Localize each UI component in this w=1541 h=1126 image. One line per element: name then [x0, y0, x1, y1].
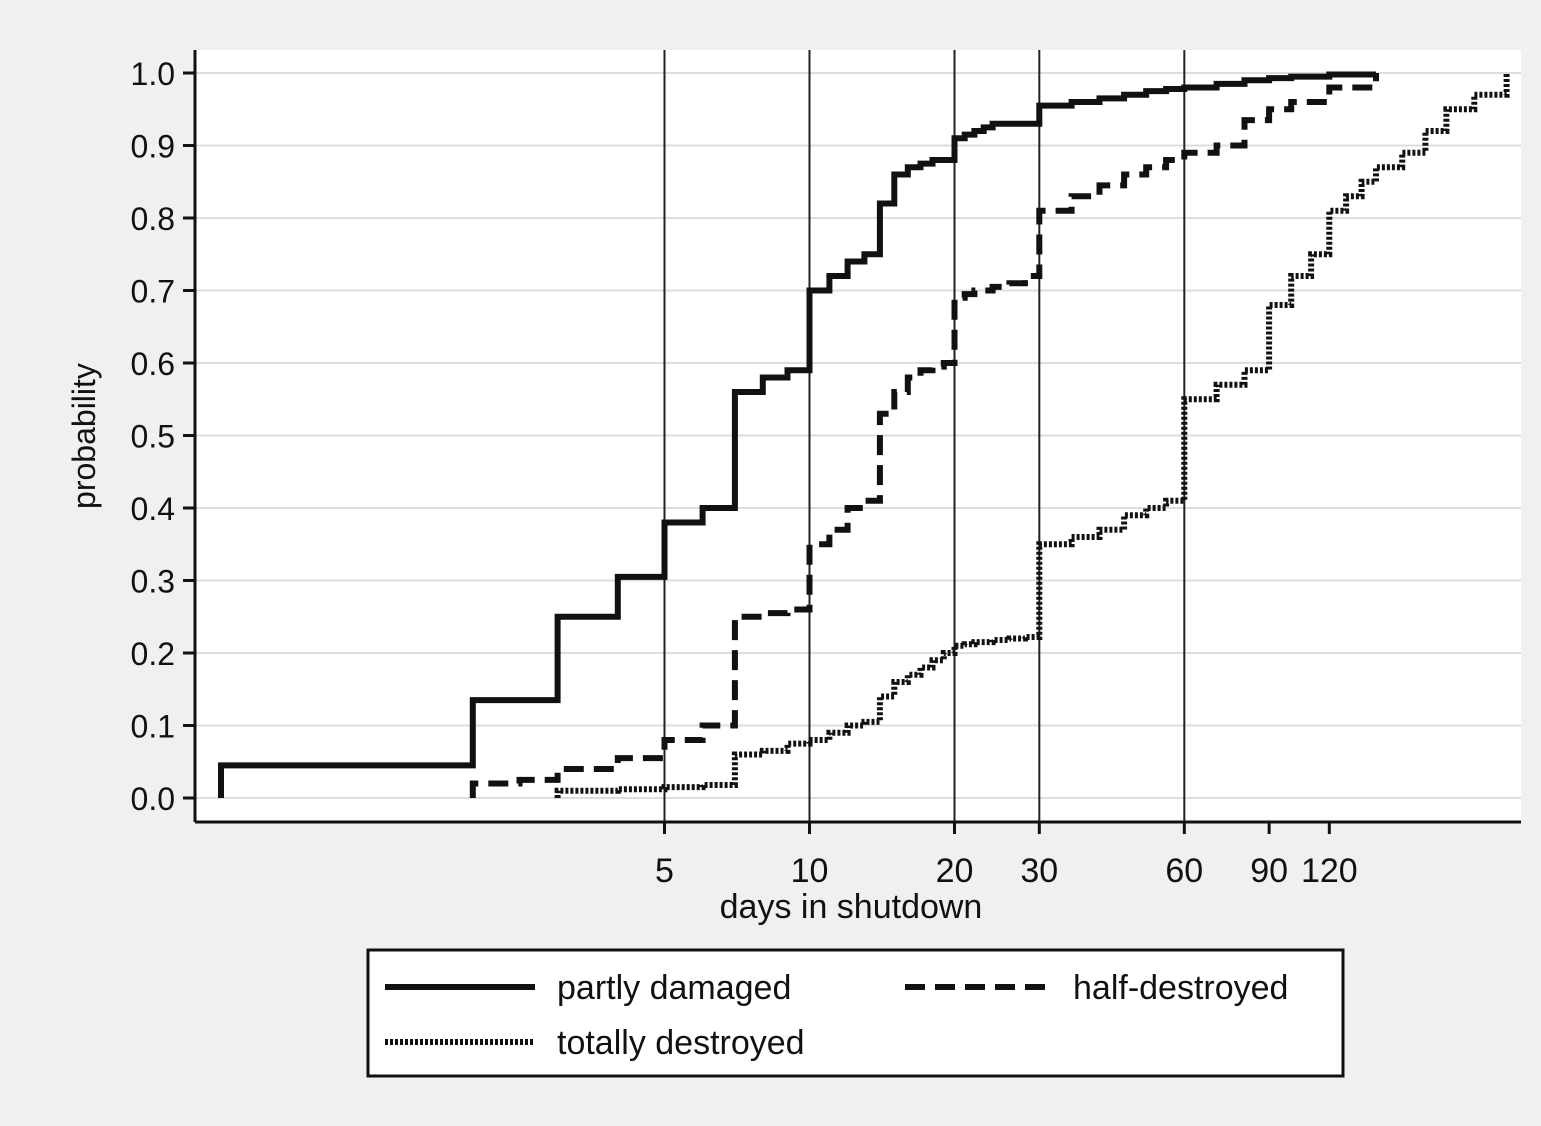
- x-tick-label: 120: [1301, 852, 1358, 890]
- legend-label-partly-damaged: partly damaged: [557, 969, 791, 1007]
- y-axis-label: probability: [66, 363, 102, 509]
- x-tick-label: 30: [1020, 852, 1058, 890]
- legend-label-totally-destroyed: totally destroyed: [557, 1024, 805, 1062]
- y-tick-label: 0.6: [131, 346, 175, 382]
- y-tick-label: 0.8: [131, 201, 175, 237]
- series-line-partly-damaged: [218, 71, 1379, 798]
- x-tick-label: 5: [655, 852, 674, 890]
- y-tick-label: 0.4: [131, 491, 175, 527]
- y-tick-label: 1.0: [131, 56, 175, 92]
- y-tick-label: 0.0: [131, 781, 175, 817]
- grid-layer: [195, 72, 1521, 799]
- vertical-reference-lines: [663, 50, 1186, 822]
- series-line-totally-destroyed: [554, 73, 1510, 798]
- x-tick-label: 90: [1250, 852, 1288, 890]
- y-tick-label: 0.5: [131, 419, 175, 455]
- y-tick-label: 0.9: [131, 129, 175, 165]
- y-tick-label: 0.7: [131, 274, 175, 310]
- y-tick-label: 0.3: [131, 564, 175, 600]
- series-line-half-destroyed: [469, 73, 1379, 798]
- x-axis-label: days in shutdown: [720, 888, 983, 926]
- y-tick-label: 0.1: [131, 709, 175, 745]
- legend: partly damaged half-destroyed totally de…: [366, 948, 1345, 1078]
- x-tick-layer: 5 10 20 30 60 90 120: [655, 822, 1358, 890]
- series-layer: [218, 71, 1510, 798]
- legend-label-half-destroyed: half-destroyed: [1073, 969, 1288, 1007]
- x-tick-label: 10: [791, 852, 829, 890]
- legend-box: [366, 948, 1345, 1078]
- y-tick-layer: 0.0 0.1 0.2 0.3 0.4 0.5 0.6 0.7 0.8 0.9 1.0: [131, 56, 195, 817]
- x-tick-label: 20: [936, 852, 974, 890]
- x-tick-label: 60: [1165, 852, 1203, 890]
- y-tick-label: 0.2: [131, 636, 175, 672]
